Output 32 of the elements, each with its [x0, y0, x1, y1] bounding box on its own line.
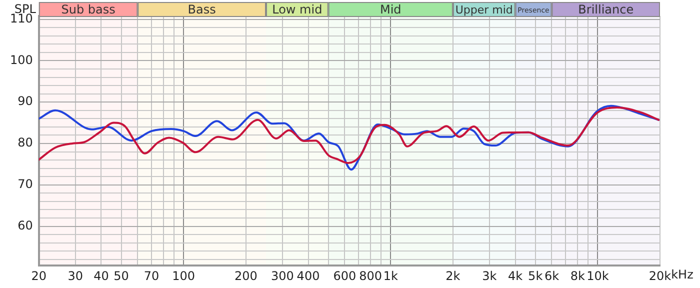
y-tick-label: 60: [18, 218, 33, 232]
x-axis-title: kHz: [671, 268, 694, 282]
x-tick-label: 200: [234, 268, 258, 283]
band-label: Mid: [380, 2, 402, 17]
band-label: Low mid: [272, 2, 322, 17]
x-tick-label: 400: [296, 268, 320, 283]
y-tick-label: 70: [18, 177, 33, 192]
x-tick-label: 600: [333, 268, 356, 283]
x-tick-label: 300: [270, 268, 294, 283]
x-tick-label: 30: [68, 268, 83, 283]
band-label: Brilliance: [578, 2, 634, 17]
band-label: Bass: [188, 2, 216, 17]
x-tick-label: 10k: [586, 268, 609, 283]
x-tick-label: 50: [114, 268, 129, 283]
band-label: Sub bass: [61, 2, 116, 17]
y-tick-label: 90: [18, 94, 33, 108]
x-tick-label: 2k: [446, 268, 460, 283]
y-tick-label: 100: [10, 52, 33, 67]
x-tick-label: 8k: [570, 268, 585, 283]
band-label: Upper mid: [455, 3, 513, 16]
y-tick-label: 80: [18, 136, 33, 150]
x-tick-label: 4k: [508, 268, 523, 283]
x-tick-label: 800: [359, 268, 382, 283]
x-tick-label: 70: [144, 268, 160, 283]
x-tick-label: 5k: [528, 268, 543, 283]
x-tick-label: 1k: [383, 268, 398, 283]
x-tick-label: 3k: [482, 268, 497, 283]
x-tick-label: 40: [94, 268, 109, 283]
x-tick-label: 20k: [648, 268, 672, 283]
x-tick-label: 6k: [544, 268, 560, 283]
x-tick-label: 100: [172, 268, 196, 283]
x-tick-label: 20: [31, 268, 47, 283]
